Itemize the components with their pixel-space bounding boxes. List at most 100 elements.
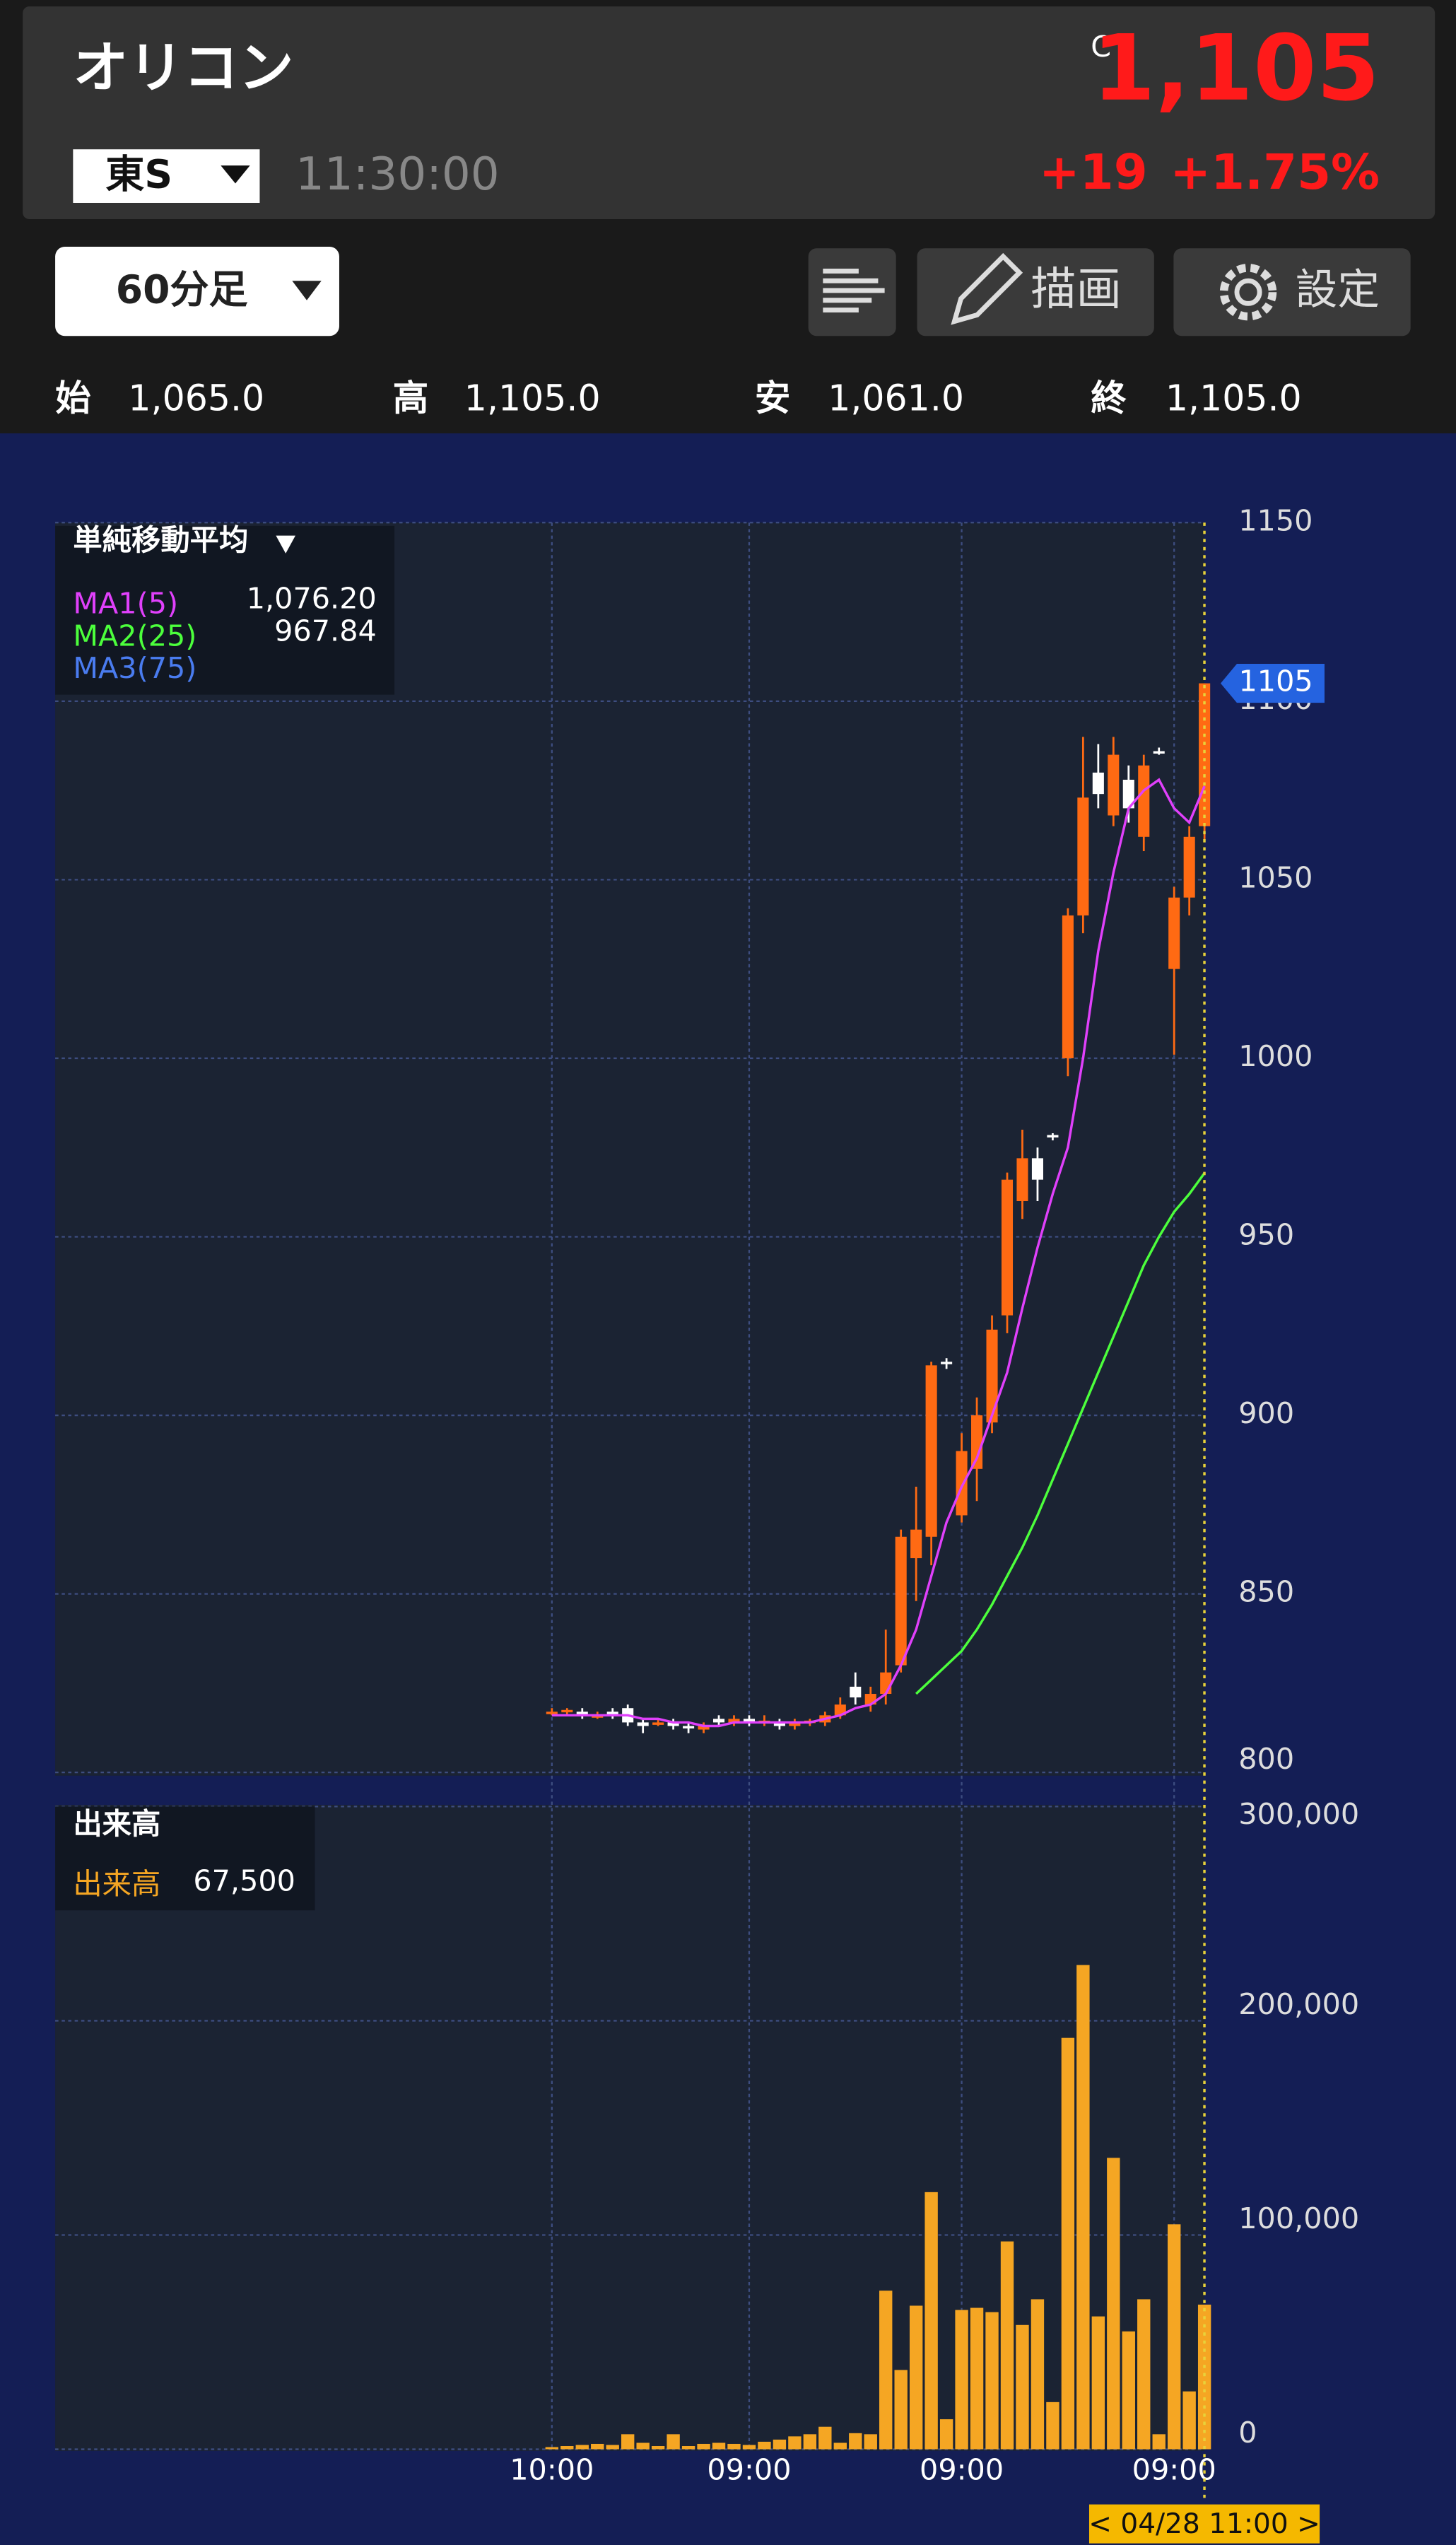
y-tick-label: 1000 [1238,1039,1313,1073]
candle-body [910,1529,922,1559]
legend-value: 1,076.20 [247,581,377,615]
ma-legend-box [55,525,395,695]
candle-body [1062,915,1074,1058]
candle-body [561,1709,573,1713]
candle-body [1031,1158,1043,1180]
volume-bar [970,2307,984,2450]
volume-bar [1137,2299,1151,2450]
volume-bar [545,2447,559,2450]
candle-body [667,1722,679,1726]
volume-bar [591,2443,604,2450]
candle-body [1108,754,1120,816]
ohlc-row: 始 1,065.0 高 1,105.0 安 1,061.0 終 1,105.0 [55,378,1302,419]
volume-bar [909,2305,923,2450]
volume-title: 出来高 [73,1807,160,1841]
gear-hub[interactable] [1234,278,1262,306]
volume-bar [955,2310,968,2450]
volume-bar [727,2443,741,2450]
y-tick-label: 800 [1238,1742,1294,1776]
volume-bar [1197,2304,1211,2450]
price-plot [55,522,1205,1776]
y-tick-label: 850 [1238,1575,1294,1609]
candle-body [941,1362,953,1364]
ma-legend-title[interactable]: 単純移動平均 [73,523,248,557]
y-tick-label: 100,000 [1238,2201,1359,2235]
candle-body [895,1536,907,1666]
ma-line [551,778,1206,1728]
candle-body [925,1365,937,1537]
candle-body [773,1722,785,1726]
candle-body [1122,779,1134,809]
candle-body [1092,772,1104,795]
interval-box[interactable] [55,246,339,337]
volume-bar [1031,2299,1045,2450]
candle-body [880,1672,892,1695]
x-tick-label: 10:00 [510,2453,594,2487]
settings-button[interactable]: 設定 [1173,248,1411,337]
draw-button[interactable]: 描画 [917,248,1154,337]
volume-bar [985,2312,999,2450]
x-tick-label: 09:00 [1132,2453,1216,2487]
volume-bar [833,2442,847,2450]
cursor-label-box [1088,2504,1320,2544]
interval[interactable]: 60分足 [116,267,248,312]
price-flag: C [1091,30,1111,64]
candle-body [1199,683,1211,826]
volume-bar [606,2445,619,2450]
ohlc-label: 高 [393,378,429,419]
y-tick-label: 900 [1238,1396,1294,1430]
change-pct: +1.75% [1170,144,1380,201]
y-tick-label: 950 [1238,1217,1294,1251]
candle-body [606,1712,618,1716]
dropdown-icon[interactable] [276,535,295,554]
ohlc-value: 1,065.0 [128,378,264,419]
gear-icon[interactable] [1219,264,1277,321]
candle-body [546,1712,558,1714]
candle-body [986,1329,998,1423]
volume-bar [1091,2316,1105,2450]
ma-legend: MA1(5) 1,076.20 MA2(25) 967.84 MA3(75) [73,581,376,685]
candle-body [850,1686,862,1698]
volume-bar [636,2442,650,2450]
y-tick-label: 1150 [1238,503,1313,537]
market[interactable]: 東S [105,151,172,197]
legend-name: MA2(25) [73,619,196,653]
volume-bar [621,2434,635,2450]
market-select[interactable]: 東S [73,149,260,203]
volume-legend-box [55,1806,315,1911]
list-button[interactable] [808,248,896,337]
candle-body [1047,1135,1059,1137]
candle-body [1183,836,1195,898]
price-marker-label: 1105 [1238,665,1313,698]
ohlc-value: 1,105.0 [1166,378,1302,419]
pencil-icon[interactable] [951,252,1023,325]
ohlc-label: 始 [55,378,91,419]
volume-bar [788,2436,802,2450]
ohlc-label: 安 [755,378,791,419]
ohlc-value: 1,061.0 [828,378,964,419]
market-box[interactable] [73,149,260,203]
draw-label[interactable]: 描画 [1031,263,1122,316]
candle-body [576,1712,588,1716]
volume-bar [742,2445,756,2450]
y-tick-label: 0 [1238,2416,1257,2450]
price-marker [1221,664,1325,703]
ma-line [915,1172,1206,1695]
volume-bar [864,2434,877,2450]
candle-body [789,1722,801,1726]
volume-bar [924,2192,938,2450]
dropdown-icon[interactable] [221,165,250,184]
candle-body [1016,1158,1028,1201]
price: 1,105 [1092,16,1380,122]
volume-legend-value: 67,500 [193,1864,295,1897]
volume-bar [803,2434,817,2450]
interval-select[interactable]: 60分足 [55,246,339,337]
candle-body [1138,765,1150,837]
volume-bar [651,2445,665,2450]
dropdown-icon[interactable] [292,281,322,300]
volume-bar [1000,2241,1014,2450]
settings-label[interactable]: 設定 [1296,266,1380,315]
legend-value: 967.84 [274,614,377,648]
list-icon[interactable] [823,268,885,312]
